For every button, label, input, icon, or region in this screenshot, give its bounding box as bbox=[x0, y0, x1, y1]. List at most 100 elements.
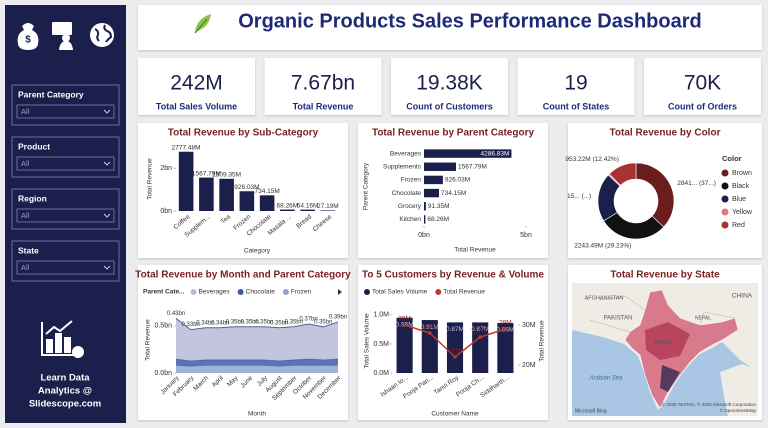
y2-tick-label: 20M bbox=[522, 362, 536, 369]
chart-title: Total Revenue by Parent Category bbox=[372, 128, 535, 139]
bar bbox=[424, 175, 443, 185]
data-label: 68.26M bbox=[427, 216, 449, 223]
x-tick-label: 0bn bbox=[418, 232, 430, 239]
bar bbox=[280, 209, 295, 211]
legend-label: Total Revenue bbox=[443, 289, 485, 296]
area bbox=[176, 318, 338, 361]
data-label: 0.37bn bbox=[299, 317, 317, 323]
legend-title: Parent Cate... bbox=[143, 289, 185, 296]
data-label: 1567.79M bbox=[192, 170, 221, 177]
borders bbox=[589, 295, 736, 333]
legend-swatch bbox=[364, 289, 370, 295]
y-tick-label: 0.0bn bbox=[154, 370, 172, 377]
x-tick-label: 5bn bbox=[520, 232, 532, 239]
kpi-value: 70K bbox=[684, 72, 721, 95]
dropdown-chevron bbox=[103, 161, 111, 166]
data-label: 2243.49M (29.23%) bbox=[574, 242, 631, 249]
map-label: CHINA bbox=[732, 293, 753, 300]
line-point bbox=[402, 323, 407, 327]
bar bbox=[178, 151, 194, 211]
area-line bbox=[175, 317, 339, 331]
map-label: NEPAL bbox=[695, 315, 711, 321]
data-label: 27.19M bbox=[317, 203, 339, 210]
area bbox=[176, 358, 338, 367]
data-label: 64.16M bbox=[297, 202, 319, 209]
bar bbox=[424, 202, 426, 211]
bar bbox=[320, 210, 336, 211]
data-label: 2777.48M bbox=[172, 144, 201, 151]
money-symbol: $ bbox=[25, 35, 31, 46]
map-label: Arabian Sea bbox=[588, 376, 623, 382]
filter-box bbox=[11, 136, 120, 178]
chart-card bbox=[138, 123, 348, 258]
map-provider: Microsoft Bing bbox=[575, 408, 607, 414]
legend-label: Yellow bbox=[732, 209, 753, 216]
data-label: 0.33bn bbox=[182, 322, 200, 328]
legend-swatch bbox=[721, 208, 729, 216]
data-label: 1567.79M bbox=[458, 163, 487, 170]
bar bbox=[424, 215, 426, 224]
data-label: 27M bbox=[474, 328, 487, 335]
cart-icon bbox=[72, 346, 84, 358]
sidebar-footer: Learn Data bbox=[40, 373, 90, 384]
legend-swatch bbox=[721, 182, 729, 190]
data-label: 926.03M bbox=[234, 184, 259, 191]
kpi-card bbox=[391, 58, 508, 115]
filter-dropdown[interactable] bbox=[16, 156, 115, 171]
legend-swatch bbox=[282, 289, 289, 295]
bar bbox=[396, 317, 413, 373]
data-label: 0.43bn bbox=[167, 311, 185, 317]
axis-title: Category bbox=[244, 248, 271, 255]
chart-title: To 5 Customers by Revenue & Volume bbox=[362, 270, 544, 281]
y-tick-label: 2bn bbox=[160, 165, 172, 172]
axis-title: Customer Name bbox=[431, 411, 479, 418]
data-label: 0.35bn bbox=[314, 319, 332, 325]
data-label: 1509.35M bbox=[212, 172, 241, 179]
data-label: 0.35bn bbox=[226, 319, 244, 325]
map-label: INDIA bbox=[654, 340, 672, 347]
kpi-label: Count of States bbox=[543, 101, 610, 111]
legend-label: Total Sales Volume bbox=[372, 289, 428, 296]
sidebar-footer: Analytics @ bbox=[38, 386, 92, 397]
data-label: 28M bbox=[423, 324, 436, 331]
axis-title: Total Revenue bbox=[539, 320, 546, 362]
y-tick-label: 1.0M bbox=[373, 312, 389, 319]
filter-dropdown[interactable] bbox=[16, 208, 115, 223]
filter-dropdown[interactable] bbox=[16, 104, 115, 119]
bar bbox=[219, 178, 234, 211]
kpi-card bbox=[517, 58, 635, 115]
y2-tick-label: 30M bbox=[522, 322, 536, 329]
axis-title: Total Revenue bbox=[147, 158, 154, 200]
dropdown-chevron bbox=[103, 213, 111, 218]
sidebar bbox=[5, 5, 126, 423]
axis-title: Parent Category bbox=[363, 162, 370, 210]
chart-icon-bar bbox=[55, 333, 62, 353]
bar bbox=[446, 322, 464, 373]
data-label: 0.91M bbox=[421, 324, 439, 331]
data-label: 0.35bn bbox=[270, 320, 288, 326]
data-label: 0.35bn bbox=[285, 319, 303, 325]
filter-dropdown[interactable] bbox=[16, 260, 115, 275]
filter-value: All bbox=[21, 107, 30, 116]
data-label: 953.22M (12.42%) bbox=[565, 156, 618, 163]
y-tick-label: Grocery bbox=[398, 203, 422, 210]
legend-swatch bbox=[190, 289, 197, 295]
kpi-card bbox=[138, 58, 255, 115]
data-label: 0.34bn bbox=[211, 320, 229, 326]
chart-icon-axis bbox=[41, 322, 76, 356]
filter-label: State bbox=[18, 245, 39, 255]
map-attribution: © 2025 TomTom, © 2025 Microsoft Corporat… bbox=[662, 401, 757, 407]
y-tick-label: 0.5M bbox=[373, 341, 389, 348]
kpi-label: Count of Orders bbox=[668, 101, 737, 111]
bar bbox=[199, 177, 214, 211]
line-point bbox=[453, 355, 457, 359]
map-label: AFGHANISTAN bbox=[585, 295, 624, 301]
map-label: PAKISTAN bbox=[604, 316, 633, 322]
globe-lines bbox=[94, 24, 113, 43]
chart-icon-bar bbox=[46, 339, 53, 353]
dropdown-chevron bbox=[103, 265, 111, 270]
kpi-label: Total Sales Volume bbox=[156, 101, 237, 111]
chart-icon-trend bbox=[45, 320, 73, 335]
axis-title: Total Revenue bbox=[145, 319, 152, 361]
kpi-label: Total Revenue bbox=[293, 101, 354, 111]
